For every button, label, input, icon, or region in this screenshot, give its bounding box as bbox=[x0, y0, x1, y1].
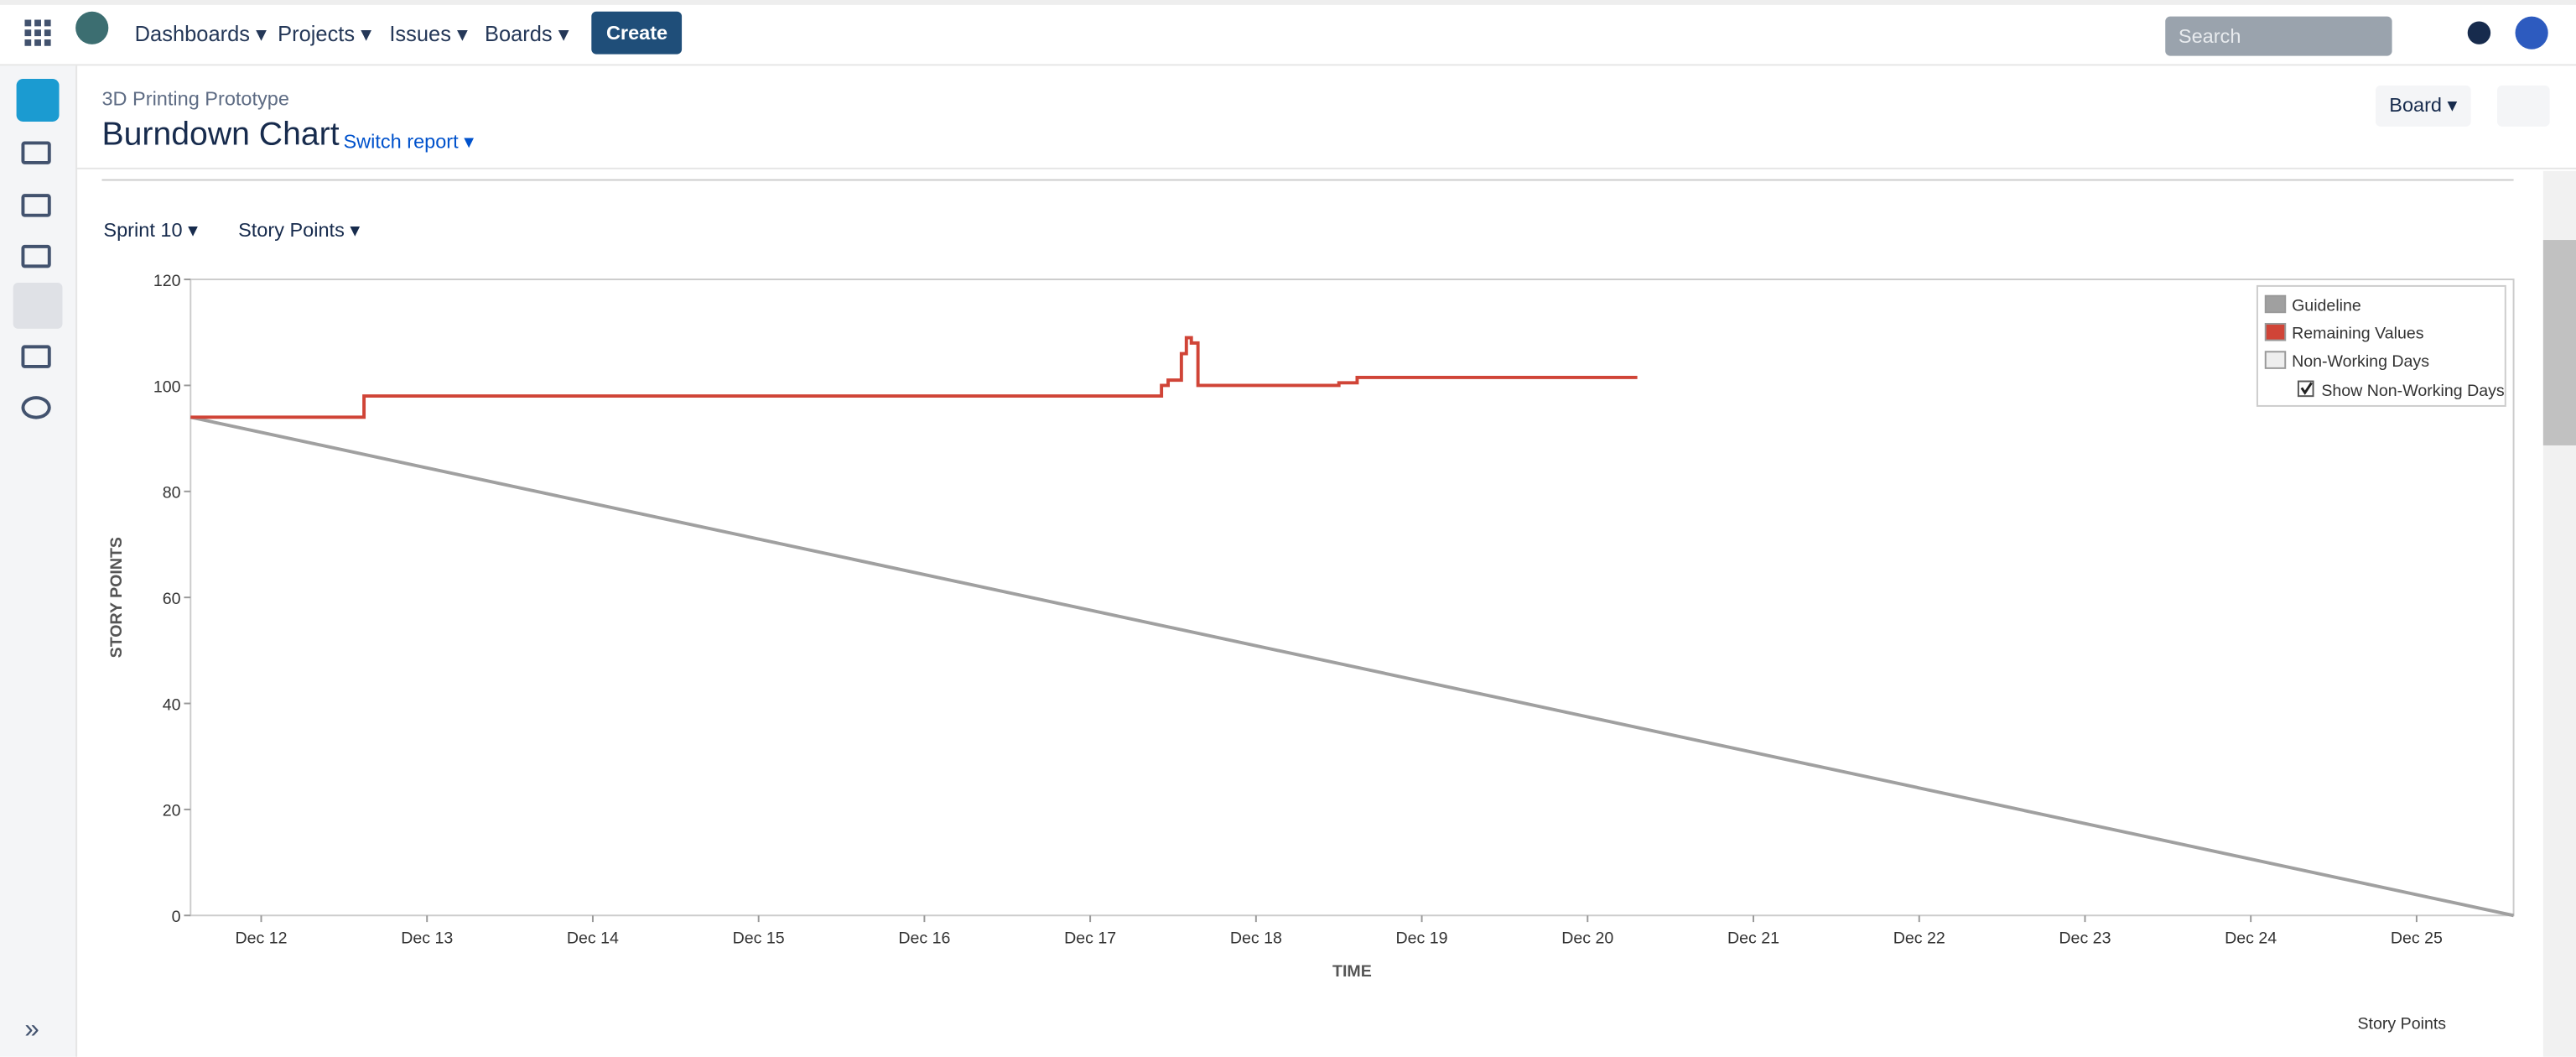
checkmark bbox=[2300, 382, 2313, 395]
divider bbox=[101, 179, 2514, 181]
x-tick-label: Dec 13 bbox=[401, 929, 453, 948]
estimate-select[interactable]: Story Points ▾ bbox=[238, 218, 361, 242]
sidebar-icon[interactable] bbox=[21, 194, 51, 217]
page-title: Burndown Chart bbox=[101, 117, 340, 154]
y-tick-label: 40 bbox=[163, 695, 181, 714]
x-tick-label: Dec 17 bbox=[1064, 929, 1116, 948]
x-tick-label: Dec 19 bbox=[1396, 929, 1448, 948]
y-tick-label: 0 bbox=[172, 908, 181, 926]
plot-area bbox=[190, 279, 2515, 917]
legend-option: Show Non-Working Days bbox=[2321, 382, 2505, 400]
help-icon[interactable] bbox=[2467, 21, 2491, 44]
x-tick-label: Dec 20 bbox=[1561, 929, 1613, 948]
x-axis-label: TIME bbox=[1332, 962, 1372, 981]
nav-item[interactable]: Issues ▾ bbox=[389, 21, 468, 46]
logo[interactable] bbox=[75, 11, 109, 44]
x-tick-label: Dec 25 bbox=[2391, 929, 2443, 948]
nav-item[interactable]: Dashboards ▾ bbox=[134, 21, 267, 46]
x-tick-label: Dec 23 bbox=[2059, 929, 2111, 948]
y-tick-label: 60 bbox=[163, 590, 181, 608]
y-tick-label: 20 bbox=[163, 802, 181, 820]
x-tick-label: Dec 24 bbox=[2225, 929, 2277, 948]
series-line bbox=[190, 415, 2514, 918]
sidebar: » bbox=[0, 65, 78, 1057]
scrollbar[interactable] bbox=[2542, 170, 2576, 1057]
sidebar-icon[interactable] bbox=[21, 345, 51, 368]
legend-label: Guideline bbox=[2292, 296, 2361, 315]
legend-label: Remaining Values bbox=[2292, 325, 2424, 343]
y-tick-label: 80 bbox=[163, 484, 181, 502]
x-tick-label: Dec 14 bbox=[567, 929, 619, 948]
project-name[interactable]: 3D Printing Prototype bbox=[101, 86, 289, 111]
y-axis-label: STORY POINTS bbox=[107, 537, 126, 658]
nav-item[interactable]: Boards ▾ bbox=[484, 21, 569, 46]
y-tick-label: 120 bbox=[153, 272, 181, 290]
sidebar-icon[interactable] bbox=[21, 141, 51, 164]
series-line bbox=[190, 336, 1638, 419]
board-button[interactable]: Board ▾ bbox=[2376, 85, 2471, 127]
nav-item[interactable]: Projects ▾ bbox=[278, 21, 371, 46]
x-tick-label: Dec 15 bbox=[733, 929, 785, 948]
top-nav: Dashboards ▾ Projects ▾ Issues ▾ Boards … bbox=[0, 0, 2576, 66]
legend-label: Non-Working Days bbox=[2292, 352, 2429, 371]
fullscreen-button[interactable] bbox=[2496, 85, 2550, 127]
search-box[interactable]: Search bbox=[2165, 16, 2392, 56]
app-switcher[interactable] bbox=[24, 19, 51, 46]
expand-icon[interactable]: » bbox=[24, 1015, 39, 1044]
avatar[interactable] bbox=[2515, 16, 2548, 49]
x-tick-label: Dec 16 bbox=[898, 929, 950, 948]
x-tick-label: Dec 22 bbox=[1893, 929, 1945, 948]
sidebar-icon[interactable] bbox=[21, 244, 51, 268]
x-tick-label: Dec 21 bbox=[1727, 929, 1779, 948]
legend: Guideline Remaining Values Non-Working Day… bbox=[2256, 284, 2506, 407]
legend-swatch bbox=[2264, 294, 2287, 314]
divider bbox=[75, 167, 2576, 169]
switch-report[interactable]: Switch report ▾ bbox=[343, 129, 475, 154]
create-button[interactable]: Create bbox=[591, 11, 683, 55]
sidebar-icon[interactable] bbox=[21, 396, 51, 419]
y-tick-label: 100 bbox=[153, 378, 181, 396]
legend-swatch bbox=[2264, 351, 2287, 369]
footer-label: Story Points bbox=[2357, 1015, 2447, 1034]
sidebar-icon-active[interactable] bbox=[13, 282, 63, 329]
x-tick-label: Dec 18 bbox=[1230, 929, 1282, 948]
project-avatar[interactable] bbox=[16, 79, 60, 122]
scroll-thumb[interactable] bbox=[2542, 240, 2576, 445]
legend-swatch bbox=[2264, 322, 2287, 341]
sprint-select[interactable]: Sprint 10 ▾ bbox=[103, 218, 198, 242]
x-tick-label: Dec 12 bbox=[235, 929, 287, 948]
